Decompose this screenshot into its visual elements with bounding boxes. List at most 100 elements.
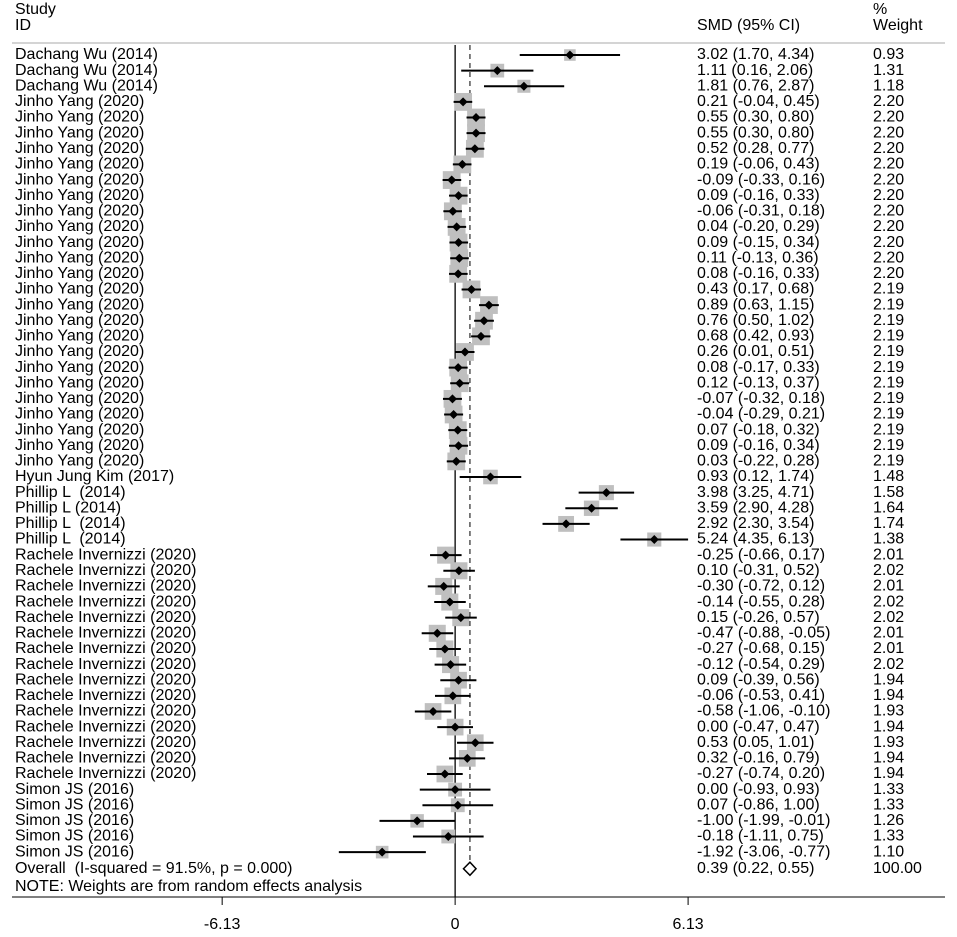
weight-label: 2.19	[873, 390, 904, 407]
weight-label: 1.33	[873, 828, 904, 845]
weight-label: 1.33	[873, 781, 904, 798]
ci-label: -0.47 (-0.88, -0.05)	[697, 625, 830, 642]
ci-label: -0.27 (-0.68, 0.15)	[697, 640, 825, 657]
study-label: Jinho Yang (2020)	[15, 187, 144, 204]
weight-label: 1.74	[873, 515, 904, 532]
ci-label: 0.10 (-0.31, 0.52)	[697, 562, 820, 579]
weight-label: 1.10	[873, 843, 904, 860]
study-label: Dachang Wu (2014)	[15, 62, 158, 79]
overall-label: Overall (I-squared = 91.5%, p = 0.000)	[15, 860, 292, 877]
ci-label: 0.09 (-0.16, 0.33)	[697, 187, 820, 204]
weight-label: 2.02	[873, 593, 904, 610]
point-estimate	[470, 738, 480, 748]
ci-label: 2.92 (2.30, 3.54)	[697, 515, 814, 532]
study-label: Phillip L (2014)	[15, 499, 121, 516]
point-estimate	[439, 581, 449, 591]
point-estimate	[457, 159, 467, 169]
weight-header: %	[873, 1, 887, 18]
point-estimate	[377, 847, 387, 857]
ci-label: 5.24 (4.35, 6.13)	[697, 531, 814, 548]
point-estimate	[448, 691, 458, 701]
study-label: Jinho Yang (2020)	[15, 343, 144, 360]
study-label: Simon JS (2016)	[15, 843, 134, 860]
ci-label: -0.18 (-1.11, 0.75)	[697, 828, 824, 845]
weight-label: 1.94	[873, 671, 904, 688]
weight-label: 2.20	[873, 124, 904, 141]
weight-label: 2.19	[873, 406, 904, 423]
ci-label: 0.93 (0.12, 1.74)	[697, 468, 814, 485]
point-estimate	[455, 378, 465, 388]
weight-label: 2.19	[873, 328, 904, 345]
weight-label: 2.01	[873, 578, 904, 595]
weight-label: 1.33	[873, 796, 904, 813]
study-header: ID	[15, 17, 31, 34]
point-estimate	[454, 238, 464, 248]
point-estimate	[432, 628, 442, 638]
study-label: Jinho Yang (2020)	[15, 406, 144, 423]
ci-header: SMD (95% CI)	[697, 17, 800, 34]
ci-label: 0.11 (-0.13, 0.36)	[697, 249, 819, 266]
point-estimate	[440, 769, 450, 779]
ci-label: 0.55 (0.30, 0.80)	[697, 109, 814, 126]
ci-label: -1.92 (-3.06, -0.77)	[697, 843, 830, 860]
weight-label: 2.01	[873, 625, 904, 642]
point-estimate	[601, 488, 611, 498]
point-estimate	[565, 50, 575, 60]
study-label: Rachele Invernizzi (2020)	[15, 765, 196, 782]
ci-label: 0.12 (-0.13, 0.37)	[697, 374, 820, 391]
study-label: Rachele Invernizzi (2020)	[15, 609, 196, 626]
study-label: Jinho Yang (2020)	[15, 453, 144, 470]
point-estimate	[441, 550, 451, 560]
point-estimate	[447, 394, 457, 404]
study-label: Jinho Yang (2020)	[15, 203, 144, 220]
study-label: Dachang Wu (2014)	[15, 46, 158, 63]
study-label: Jinho Yang (2020)	[15, 359, 144, 376]
study-label: Phillip L (2014)	[15, 515, 126, 532]
study-label: Simon JS (2016)	[15, 812, 134, 829]
ci-label: 0.53 (0.05, 1.01)	[697, 734, 814, 751]
weight-label: 2.20	[873, 109, 904, 126]
overall-diamond	[462, 861, 478, 877]
point-estimate	[450, 722, 460, 732]
point-estimate	[456, 613, 466, 623]
weight-label: 2.01	[873, 546, 904, 563]
point-estimate	[447, 175, 457, 185]
ci-label: 0.09 (-0.15, 0.34)	[697, 234, 820, 251]
point-estimate	[454, 191, 464, 201]
ci-label: 1.81 (0.76, 2.87)	[697, 77, 814, 94]
weight-label: 1.38	[873, 531, 904, 548]
weight-label: 1.94	[873, 718, 904, 735]
weight-label: 1.58	[873, 484, 904, 501]
ci-label: 3.98 (3.25, 4.71)	[697, 484, 814, 501]
weight-label: 2.19	[873, 453, 904, 470]
study-label: Jinho Yang (2020)	[15, 421, 144, 438]
study-label: Rachele Invernizzi (2020)	[15, 578, 196, 595]
ci-label: 0.52 (0.28, 0.77)	[697, 140, 814, 157]
ci-label: 0.07 (-0.86, 1.00)	[697, 796, 820, 813]
study-label: Jinho Yang (2020)	[15, 218, 144, 235]
ci-label: -0.58 (-1.06, -0.10)	[697, 703, 830, 720]
study-label: Rachele Invernizzi (2020)	[15, 562, 196, 579]
ci-label: 0.09 (-0.39, 0.56)	[697, 671, 820, 688]
point-estimate	[471, 113, 481, 123]
ci-label: 0.09 (-0.16, 0.34)	[697, 437, 820, 454]
study-header: Study	[15, 1, 56, 18]
study-label: Phillip L (2014)	[15, 484, 126, 501]
point-estimate	[476, 331, 486, 341]
study-label: Rachele Invernizzi (2020)	[15, 625, 196, 642]
ci-label: 0.68 (0.42, 0.93)	[697, 328, 814, 345]
point-estimate	[446, 660, 456, 670]
weight-label: 2.19	[873, 343, 904, 360]
weight-label: 2.19	[873, 312, 904, 329]
ci-label: 3.59 (2.90, 4.28)	[697, 499, 814, 516]
study-label: Jinho Yang (2020)	[15, 296, 144, 313]
study-label: Phillip L (2014)	[15, 531, 126, 548]
point-estimate	[462, 753, 472, 763]
study-label: Jinho Yang (2020)	[15, 249, 144, 266]
overall-weight-label: 100.00	[873, 860, 922, 877]
ci-label: 0.00 (-0.47, 0.47)	[697, 718, 820, 735]
ci-label: -0.27 (-0.74, 0.20)	[697, 765, 825, 782]
study-label: Rachele Invernizzi (2020)	[15, 546, 196, 563]
point-estimate	[561, 519, 571, 529]
